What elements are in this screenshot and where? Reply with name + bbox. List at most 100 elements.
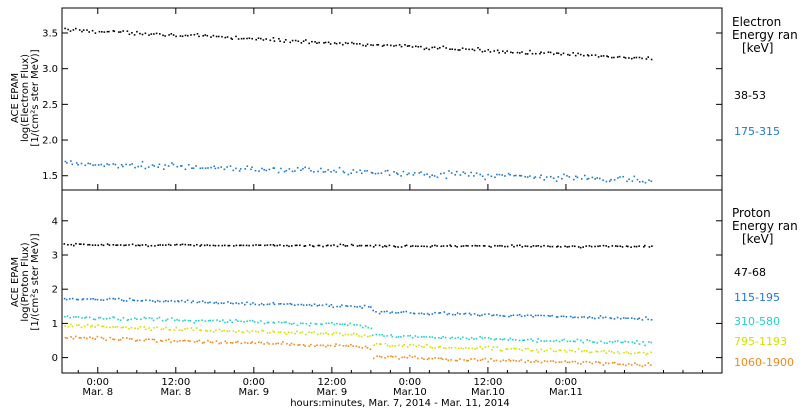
proton-point — [226, 321, 229, 323]
electron-legend-title-3: [keV] — [742, 41, 773, 55]
proton-point — [94, 338, 97, 340]
proton-point — [457, 336, 459, 339]
proton-point — [510, 348, 513, 350]
proton-point — [231, 342, 234, 344]
proton-point — [456, 359, 458, 362]
proton-point — [370, 306, 372, 308]
proton-point — [381, 246, 384, 248]
proton-point — [313, 245, 315, 248]
electron-point — [420, 45, 422, 48]
electron-point — [602, 55, 605, 57]
proton-point — [302, 322, 304, 325]
proton-point — [568, 361, 571, 364]
proton-point — [412, 312, 415, 315]
proton-point — [597, 245, 599, 248]
proton-point — [106, 243, 109, 245]
proton-point — [577, 316, 579, 319]
electron-point — [273, 167, 276, 169]
electron-ytick-label: 1.5 — [42, 171, 58, 182]
proton-point — [251, 320, 254, 322]
electron-point — [450, 172, 453, 174]
proton-point — [549, 340, 552, 342]
electron-point — [526, 176, 529, 178]
proton-point — [563, 349, 566, 352]
electron-y-axis: 1.52.02.53.03.5 — [42, 28, 722, 182]
electron-point — [305, 39, 307, 41]
proton-point — [513, 245, 515, 248]
electron-point — [496, 173, 498, 176]
proton-point — [66, 315, 69, 317]
proton-point — [329, 344, 332, 347]
electron-point — [456, 170, 458, 173]
proton-point — [499, 349, 502, 352]
proton-point — [487, 360, 489, 363]
proton-point — [527, 338, 529, 341]
proton-point — [574, 245, 576, 248]
proton-point — [67, 325, 70, 328]
x-tick-time-label: 12:00 — [317, 377, 346, 388]
electron-point — [179, 35, 182, 37]
electron-point — [114, 163, 117, 166]
proton-point — [397, 312, 400, 314]
proton-point — [581, 316, 583, 318]
proton-point — [268, 343, 270, 345]
electron-point — [566, 175, 568, 177]
electron-point — [283, 170, 286, 173]
electron-point — [66, 162, 68, 164]
proton-point — [157, 244, 159, 246]
proton-point — [64, 315, 66, 318]
proton-point — [272, 321, 274, 324]
electron-point — [288, 168, 291, 170]
electron-point — [338, 166, 341, 169]
proton-point — [162, 328, 165, 330]
electron-point — [406, 45, 409, 47]
proton-point — [141, 299, 144, 302]
proton-point — [145, 328, 147, 331]
x-tick-date-label: Mar. 9 — [238, 387, 269, 398]
proton-point — [372, 309, 374, 312]
electron-point — [584, 174, 586, 177]
electron-point — [87, 162, 89, 165]
proton-point — [572, 316, 574, 319]
proton-point — [105, 326, 108, 329]
electron-point — [254, 169, 257, 172]
electron-point — [650, 180, 653, 182]
electron-point — [230, 37, 232, 40]
proton-point — [297, 344, 299, 346]
electron-point — [210, 36, 212, 38]
proton-point — [230, 302, 232, 304]
electron-point — [175, 35, 177, 38]
electron-point — [439, 47, 441, 49]
proton-point — [630, 246, 632, 248]
proton-point — [109, 336, 112, 339]
electron-legend-title-1: Electron — [732, 15, 781, 29]
proton-point — [98, 316, 100, 319]
proton-point — [78, 324, 80, 326]
electron-point — [436, 47, 439, 50]
electron-point — [509, 174, 511, 176]
proton-point — [150, 244, 153, 247]
proton-point — [332, 306, 334, 309]
proton-legend-title-2: Energy ran — [732, 219, 798, 233]
proton-point — [227, 244, 230, 247]
proton-point — [585, 245, 587, 247]
proton-point — [530, 246, 532, 248]
proton-point — [625, 245, 628, 247]
electron-point — [117, 166, 119, 169]
x-tick-date-label: Mar.11 — [549, 387, 583, 398]
proton-point — [518, 360, 521, 362]
electron-point — [436, 176, 439, 179]
proton-point — [358, 346, 360, 348]
proton-point — [520, 315, 523, 318]
electron-point — [395, 44, 397, 47]
electron-point — [576, 176, 579, 179]
proton-point — [602, 244, 605, 247]
proton-point — [86, 298, 88, 300]
electron-point — [150, 33, 153, 35]
proton-point — [151, 300, 154, 302]
proton-point — [160, 339, 162, 342]
proton-point — [283, 245, 285, 247]
x-tick-time-label: 0:00 — [399, 377, 421, 388]
proton-point — [414, 335, 417, 337]
